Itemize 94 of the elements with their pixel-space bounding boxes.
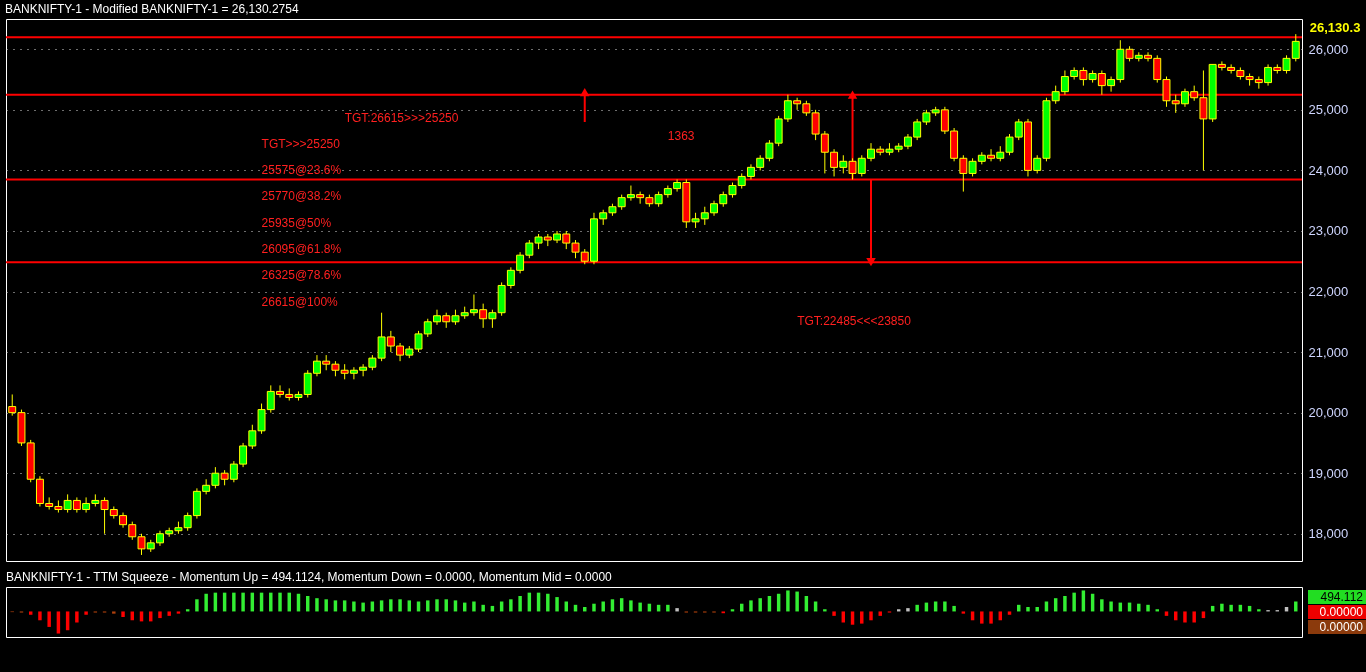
bar: [961, 611, 966, 614]
bar: [389, 599, 393, 612]
bar: [989, 611, 993, 624]
y-tick-label: 26,000: [1308, 41, 1349, 57]
bar: [869, 611, 873, 621]
bar: [629, 600, 633, 612]
bar: [1072, 592, 1076, 612]
bar: [509, 599, 513, 612]
annotation: TGT>>>25250: [261, 136, 341, 151]
bar: [472, 601, 476, 612]
y-tick-label: 23,000: [1308, 223, 1349, 239]
annotation: 26325@78.6%: [261, 268, 342, 283]
bar: [749, 600, 753, 612]
bar: [1063, 595, 1067, 612]
bar: [1164, 611, 1169, 616]
bar: [832, 611, 836, 616]
bar: [1201, 611, 1206, 619]
bar: [1146, 604, 1150, 612]
y-tick-label: 21,000: [1308, 344, 1349, 360]
bar: [1220, 603, 1224, 612]
bar: [241, 592, 245, 612]
bar: [47, 611, 51, 627]
bar: [850, 611, 855, 625]
bar: [158, 611, 162, 619]
text: 26,130.3: [1309, 20, 1361, 36]
bar: [176, 611, 181, 614]
y-tick-label: 18,000: [1308, 526, 1349, 542]
bar: [786, 590, 790, 612]
annotation: 26615@100%: [261, 294, 339, 309]
bar: [601, 601, 605, 612]
annotation: 25575@23.6%: [261, 162, 342, 177]
bar: [204, 593, 208, 612]
bar: [1257, 609, 1261, 612]
bar: [1137, 603, 1141, 612]
bar: [952, 605, 956, 612]
bar: [1109, 601, 1113, 612]
bar: [195, 599, 199, 612]
bar: [112, 611, 116, 614]
bar: [324, 599, 328, 612]
y-tick-label: 19,000: [1308, 465, 1349, 481]
bar: [278, 592, 282, 612]
bar: [980, 611, 984, 624]
annotation: TGT:26615>>>25250: [344, 110, 459, 125]
bar: [435, 599, 439, 612]
bar: [269, 592, 273, 612]
y-tick-label: 20,000: [1308, 405, 1349, 421]
bar: [860, 611, 864, 624]
bar: [75, 611, 79, 623]
bar: [915, 604, 919, 612]
bar: [1100, 599, 1104, 612]
bar: [906, 608, 910, 612]
annotation: 1363: [667, 129, 695, 144]
bar: [84, 611, 88, 615]
chart-title: BANKNIFTY-1 - TTM Squeeze - Momentum Up = 494.1124, Momentum Down = 0.0000, Momentum Mid = 0.0000: [6, 570, 613, 584]
bar: [1192, 611, 1196, 623]
bar: [398, 599, 402, 612]
bar: [481, 604, 485, 612]
bar: [361, 602, 365, 612]
text: 0.00000: [1308, 620, 1366, 634]
bar: [315, 598, 319, 612]
bar: [1183, 611, 1187, 623]
text: 494.112: [1308, 590, 1366, 604]
text: 0.00000: [1308, 605, 1366, 619]
y-tick-label: 24,000: [1308, 162, 1349, 178]
bar: [943, 601, 947, 612]
annotation: 25770@38.2%: [261, 189, 342, 204]
bar: [878, 611, 882, 616]
bar: [758, 598, 762, 612]
chart-title: BANKNIFTY-1 - Modified BANKNIFTY-1 = 26,130.2754: [5, 2, 299, 16]
annotation: TGT:22485<<<23850: [797, 313, 912, 328]
bar: [38, 611, 42, 621]
bar: [518, 595, 522, 612]
bar: [592, 603, 596, 612]
annotation: 25935@50%: [261, 215, 332, 230]
bar: [352, 601, 356, 612]
bar: [546, 593, 550, 612]
bar: [675, 608, 679, 612]
bar: [167, 611, 171, 616]
bar: [1026, 607, 1030, 612]
bar: [823, 609, 827, 612]
bar: [555, 597, 559, 612]
y-tick-label: 22,000: [1308, 284, 1349, 300]
bar: [121, 611, 125, 617]
bar: [795, 591, 799, 612]
bar: [1035, 607, 1039, 612]
y-tick-label: 25,000: [1308, 102, 1349, 118]
bar: [56, 611, 61, 634]
bar: [638, 602, 642, 612]
bar: [666, 604, 670, 612]
bar: [28, 611, 33, 615]
annotation: 26095@61.8%: [261, 241, 342, 256]
bar: [232, 592, 236, 612]
bar: [1229, 604, 1233, 612]
bar: [1007, 611, 1012, 615]
